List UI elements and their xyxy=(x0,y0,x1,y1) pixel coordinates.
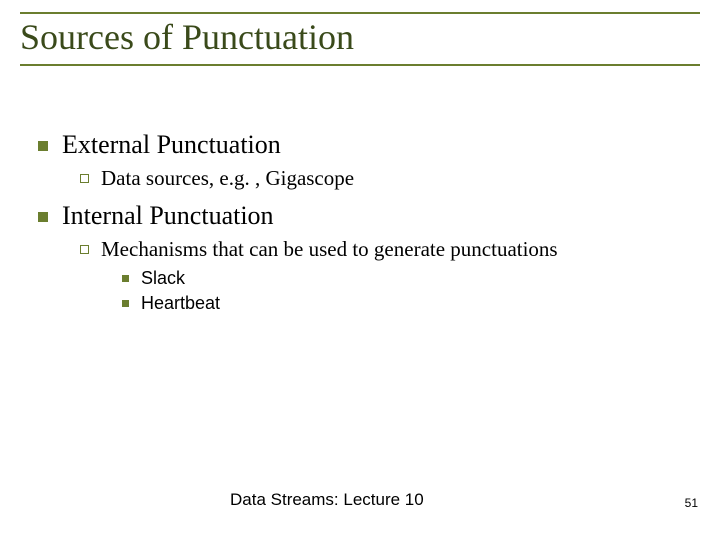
bullet-text: Slack xyxy=(141,268,185,289)
bullet-level2: Data sources, e.g. , Gigascope xyxy=(80,166,690,191)
slide: Sources of Punctuation External Punctuat… xyxy=(0,0,720,540)
bullet-level3: Heartbeat xyxy=(122,293,690,314)
title-block: Sources of Punctuation xyxy=(20,12,700,66)
bullet-level3: Slack xyxy=(122,268,690,289)
bullet-level1: Internal Punctuation xyxy=(38,201,690,231)
square-open-icon xyxy=(80,245,89,254)
page-number: 51 xyxy=(685,496,698,510)
slide-title: Sources of Punctuation xyxy=(20,18,700,58)
square-filled-icon xyxy=(38,212,48,222)
title-rule-top xyxy=(20,12,700,14)
bullet-text: Data sources, e.g. , Gigascope xyxy=(101,166,354,191)
bullet-text: External Punctuation xyxy=(62,130,281,160)
footer: Data Streams: Lecture 10 51 xyxy=(0,490,720,530)
bullet-text: Heartbeat xyxy=(141,293,220,314)
title-rule-bottom xyxy=(20,64,700,66)
square-small-icon xyxy=(122,275,129,282)
bullet-text: Internal Punctuation xyxy=(62,201,274,231)
bullet-level2: Mechanisms that can be used to generate … xyxy=(80,237,690,262)
bullet-level1: External Punctuation xyxy=(38,130,690,160)
square-small-icon xyxy=(122,300,129,307)
footer-center-text: Data Streams: Lecture 10 xyxy=(230,490,490,510)
bullet-text: Mechanisms that can be used to generate … xyxy=(101,237,558,262)
square-open-icon xyxy=(80,174,89,183)
square-filled-icon xyxy=(38,141,48,151)
slide-body: External Punctuation Data sources, e.g. … xyxy=(38,120,690,318)
